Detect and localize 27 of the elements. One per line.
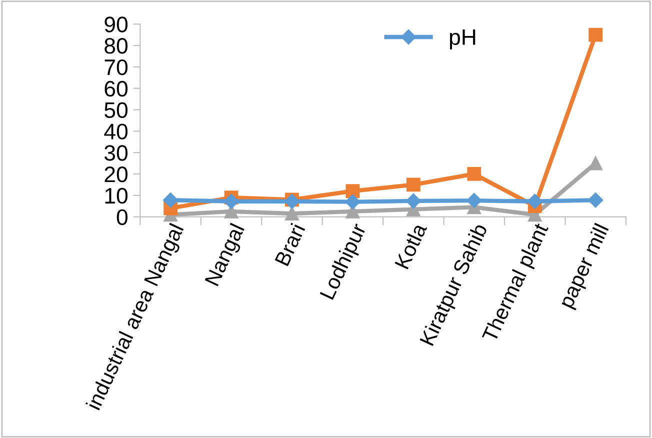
y-tick-label: 0 [116,209,128,226]
point [406,193,421,209]
y-tick-label: 50 [104,102,128,118]
point [162,192,178,208]
x-tick-label: Kotla [394,222,428,270]
y-tick-label: 30 [104,145,128,161]
y-tick-label: 20 [104,166,128,182]
point [406,178,420,192]
point [588,192,604,208]
y-tick-label: 70 [104,59,128,76]
point [588,28,603,42]
y-tick-label: 40 [104,124,128,140]
y-tick-label: 60 [104,80,128,97]
x-tick-label: paper mill [558,222,613,310]
point [224,194,239,209]
point [285,206,299,221]
y-tick-label: 90 [104,16,128,32]
point [345,194,360,210]
y-tick-label: 10 [105,188,128,204]
point [466,192,482,208]
point [346,184,360,198]
point [467,167,482,181]
x-tick-label: Brari [274,222,306,266]
legend-label: pH [450,29,476,50]
point [588,156,603,170]
y-tick-label: 80 [104,38,128,54]
point [527,194,542,209]
